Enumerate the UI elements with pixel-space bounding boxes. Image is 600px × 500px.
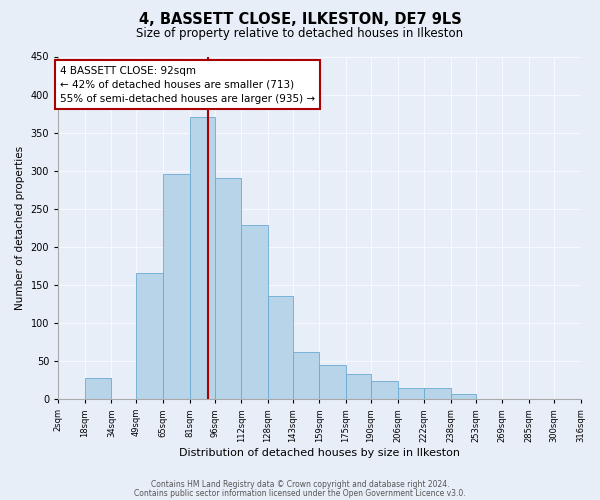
Bar <box>136 274 163 399</box>
Text: 4, BASSETT CLOSE, ILKESTON, DE7 9LS: 4, BASSETT CLOSE, ILKESTON, DE7 9LS <box>139 12 461 28</box>
Bar <box>346 374 371 399</box>
Bar <box>398 388 424 399</box>
Bar <box>190 118 215 399</box>
Text: Contains HM Land Registry data © Crown copyright and database right 2024.: Contains HM Land Registry data © Crown c… <box>151 480 449 489</box>
Y-axis label: Number of detached properties: Number of detached properties <box>15 146 25 310</box>
X-axis label: Distribution of detached houses by size in Ilkeston: Distribution of detached houses by size … <box>179 448 460 458</box>
Bar <box>163 174 190 399</box>
Text: 4 BASSETT CLOSE: 92sqm
← 42% of detached houses are smaller (713)
55% of semi-de: 4 BASSETT CLOSE: 92sqm ← 42% of detached… <box>60 66 315 104</box>
Bar <box>451 394 476 399</box>
Bar <box>85 378 112 399</box>
Bar <box>319 365 346 399</box>
Bar <box>215 178 241 399</box>
Bar <box>268 296 293 399</box>
Text: Size of property relative to detached houses in Ilkeston: Size of property relative to detached ho… <box>136 28 464 40</box>
Bar <box>293 352 319 399</box>
Text: Contains public sector information licensed under the Open Government Licence v3: Contains public sector information licen… <box>134 488 466 498</box>
Bar <box>371 381 398 399</box>
Bar <box>424 388 451 399</box>
Bar <box>241 226 268 399</box>
